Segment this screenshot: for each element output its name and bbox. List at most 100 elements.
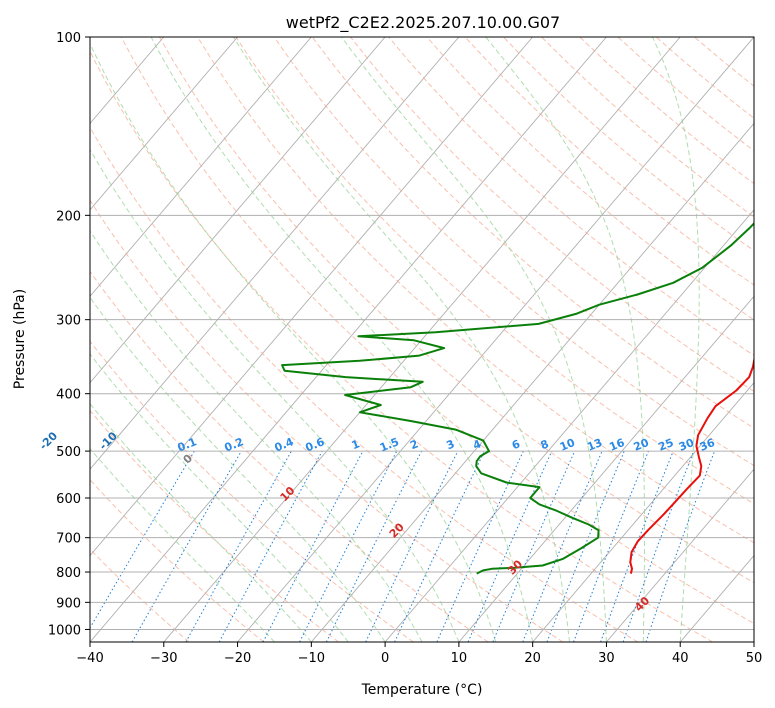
isotherm bbox=[90, 37, 312, 297]
isotherm bbox=[753, 641, 754, 642]
isotherm bbox=[532, 382, 754, 642]
isotherm bbox=[606, 468, 754, 642]
moist-adiabat bbox=[90, 403, 312, 642]
moist-adiabat bbox=[150, 37, 534, 642]
mixing-ratio-line bbox=[365, 450, 459, 642]
mixing-ratio-line bbox=[218, 450, 323, 642]
dry-adiabat bbox=[273, 37, 754, 467]
isotherm bbox=[458, 295, 754, 642]
dry-adiabat bbox=[617, 37, 754, 152]
moist-adiabat bbox=[652, 37, 700, 642]
mixing-ratio-label: 3 bbox=[445, 437, 457, 452]
mixing-ratio-line bbox=[185, 450, 292, 642]
moist-adiabat bbox=[90, 42, 497, 642]
dry-adiabat bbox=[90, 340, 414, 642]
mixing-ratio-label: 16 bbox=[607, 436, 626, 454]
moist-adiabat bbox=[485, 37, 645, 642]
dry-adiabat-label: 30 bbox=[505, 557, 525, 577]
y-tick-label: 100 bbox=[56, 31, 81, 46]
mixing-ratio-label: 6 bbox=[510, 437, 522, 452]
mixing-ratio-line bbox=[299, 450, 398, 642]
dry-adiabat-label: -30 bbox=[0, 429, 1, 452]
mixing-ratio-label: 36 bbox=[698, 436, 717, 454]
moist-adiabat bbox=[90, 296, 386, 642]
isotherm bbox=[384, 209, 754, 642]
dry-adiabat-label: 10 bbox=[278, 484, 298, 504]
dry-adiabat bbox=[655, 37, 754, 119]
mixing-ratio-line bbox=[436, 450, 524, 642]
dry-adiabat bbox=[197, 37, 754, 544]
x-tick-label: −20 bbox=[224, 651, 251, 666]
mixing-ratio-label: 1 bbox=[350, 437, 362, 452]
mixing-ratio-line bbox=[645, 450, 716, 642]
mixing-ratio-label: 8 bbox=[539, 437, 551, 452]
chart-title: wetPf2_C2E2.2025.207.10.00.G07 bbox=[286, 13, 560, 33]
y-tick-label: 500 bbox=[56, 445, 81, 460]
x-tick-label: 50 bbox=[746, 651, 763, 666]
mixing-ratio-label: 0.1 bbox=[176, 435, 199, 454]
line-labels: 0.10.20.40.611.52346810131620253036-100-… bbox=[0, 429, 717, 614]
mixing-ratio-line bbox=[492, 450, 576, 642]
y-axis-ticks: 100 200 300 400 500 600 700 800 900 1000 bbox=[48, 31, 90, 638]
moist-adiabat bbox=[232, 37, 571, 642]
dry-adiabat bbox=[388, 37, 754, 356]
isotherm bbox=[90, 37, 386, 384]
x-tick-label: 30 bbox=[598, 651, 615, 666]
mixing-ratio-line bbox=[522, 450, 603, 642]
dry-adiabat bbox=[90, 199, 564, 642]
dry-adiabat bbox=[311, 37, 754, 429]
x-tick-label: 10 bbox=[451, 651, 468, 666]
y-tick-label: 400 bbox=[56, 388, 81, 403]
dry-adiabat bbox=[694, 37, 754, 87]
dry-adiabat bbox=[90, 270, 489, 642]
dry-adiabat bbox=[464, 37, 754, 286]
moist-adiabat bbox=[90, 447, 275, 642]
dry-adiabat bbox=[90, 478, 265, 642]
dry-adiabat-label: 0 bbox=[181, 452, 196, 467]
moist-adiabat bbox=[90, 230, 423, 642]
x-tick-label: 20 bbox=[524, 651, 541, 666]
mixing-ratio-line bbox=[573, 450, 649, 642]
isotherm bbox=[679, 554, 754, 642]
mixing-ratio-line bbox=[131, 450, 242, 642]
x-tick-label: −10 bbox=[298, 651, 325, 666]
pressure-gridlines bbox=[90, 37, 754, 630]
dry-adiabat bbox=[120, 37, 754, 624]
dry-adiabat bbox=[426, 37, 754, 321]
mixing-ratio-line bbox=[90, 450, 195, 629]
isotherm bbox=[163, 37, 681, 642]
y-tick-label: 200 bbox=[56, 209, 81, 224]
dry-adiabat bbox=[158, 37, 754, 584]
x-tick-label: −30 bbox=[150, 651, 177, 666]
dry-adiabat-label: -10 bbox=[97, 429, 120, 452]
mixing-ratio-label: 0.2 bbox=[223, 435, 246, 454]
mixing-ratio-label: 1.5 bbox=[378, 435, 401, 454]
isotherm bbox=[90, 37, 238, 211]
isotherm bbox=[90, 37, 460, 470]
isotherm bbox=[90, 37, 534, 557]
x-tick-label: 40 bbox=[672, 651, 689, 666]
y-tick-label: 1000 bbox=[48, 623, 81, 638]
mixing-ratio-label: 10 bbox=[558, 436, 577, 454]
x-tick-label: 0 bbox=[381, 651, 389, 666]
y-tick-label: 900 bbox=[56, 596, 81, 611]
dry-adiabat bbox=[90, 50, 713, 642]
dewpoint-profile bbox=[281, 221, 754, 575]
mixing-ratio-line bbox=[546, 450, 625, 642]
mixing-ratio-label: 13 bbox=[585, 436, 604, 454]
y-tick-label: 300 bbox=[56, 314, 81, 329]
x-axis-ticks: −40 −30 −20 −10 0 10 20 30 40 50 bbox=[76, 642, 762, 666]
y-tick-label: 800 bbox=[56, 566, 81, 581]
plot-frame bbox=[89, 36, 755, 643]
y-axis-label: Pressure (hPa) bbox=[12, 289, 28, 389]
series-layer bbox=[281, 221, 754, 575]
mixing-ratio-line bbox=[600, 450, 674, 642]
mixing-ratio-line bbox=[325, 450, 423, 642]
mixing-ratio-label: 0.6 bbox=[303, 435, 326, 454]
y-tick-label: 600 bbox=[56, 492, 81, 507]
background-lines bbox=[90, 37, 754, 642]
temperature-profile bbox=[629, 355, 754, 574]
moist-adiabat bbox=[90, 353, 349, 642]
dry-adiabat bbox=[90, 409, 339, 642]
